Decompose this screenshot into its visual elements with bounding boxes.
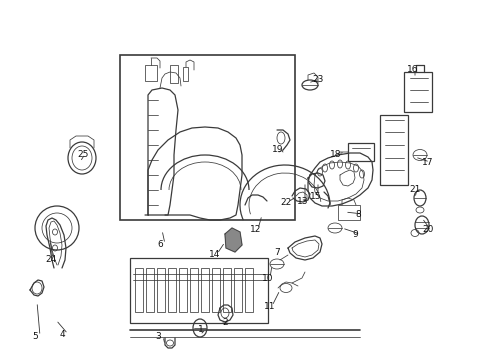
Text: 19: 19 <box>272 145 284 154</box>
Text: 21: 21 <box>409 185 420 194</box>
Bar <box>338 205 360 220</box>
Text: 11: 11 <box>264 302 275 311</box>
Bar <box>190 268 198 312</box>
Bar <box>380 115 408 185</box>
Bar <box>245 268 253 312</box>
Text: 23: 23 <box>312 75 323 84</box>
Text: 14: 14 <box>209 250 220 259</box>
Polygon shape <box>225 228 242 252</box>
Text: 7: 7 <box>274 248 280 257</box>
Text: 22: 22 <box>280 198 291 207</box>
Text: 1: 1 <box>198 325 204 334</box>
Bar <box>348 143 374 161</box>
Bar <box>120 55 295 220</box>
Bar <box>146 268 154 312</box>
Bar <box>170 65 178 83</box>
Text: 15: 15 <box>310 192 321 201</box>
Bar <box>404 72 432 112</box>
Text: 8: 8 <box>355 210 361 219</box>
Text: 25: 25 <box>77 150 88 159</box>
Text: 24: 24 <box>45 255 56 264</box>
Text: 6: 6 <box>157 240 163 249</box>
Bar <box>145 65 157 81</box>
Text: 3: 3 <box>155 332 161 341</box>
Text: 9: 9 <box>352 230 358 239</box>
Text: 5: 5 <box>32 332 38 341</box>
Bar <box>135 268 143 312</box>
Bar <box>179 268 187 312</box>
Text: 20: 20 <box>422 225 433 234</box>
Text: 10: 10 <box>262 274 273 283</box>
Bar <box>183 67 188 81</box>
Bar <box>234 268 242 312</box>
Text: 4: 4 <box>60 330 66 339</box>
Bar <box>223 268 231 312</box>
Bar <box>157 268 165 312</box>
Text: 16: 16 <box>407 65 418 74</box>
Text: 12: 12 <box>250 225 261 234</box>
Text: 2: 2 <box>222 318 228 327</box>
Bar <box>168 268 176 312</box>
Bar <box>201 268 209 312</box>
Text: 17: 17 <box>422 158 434 167</box>
Text: 13: 13 <box>297 197 309 206</box>
Text: 18: 18 <box>330 150 342 159</box>
Bar <box>130 258 268 323</box>
Bar <box>212 268 220 312</box>
